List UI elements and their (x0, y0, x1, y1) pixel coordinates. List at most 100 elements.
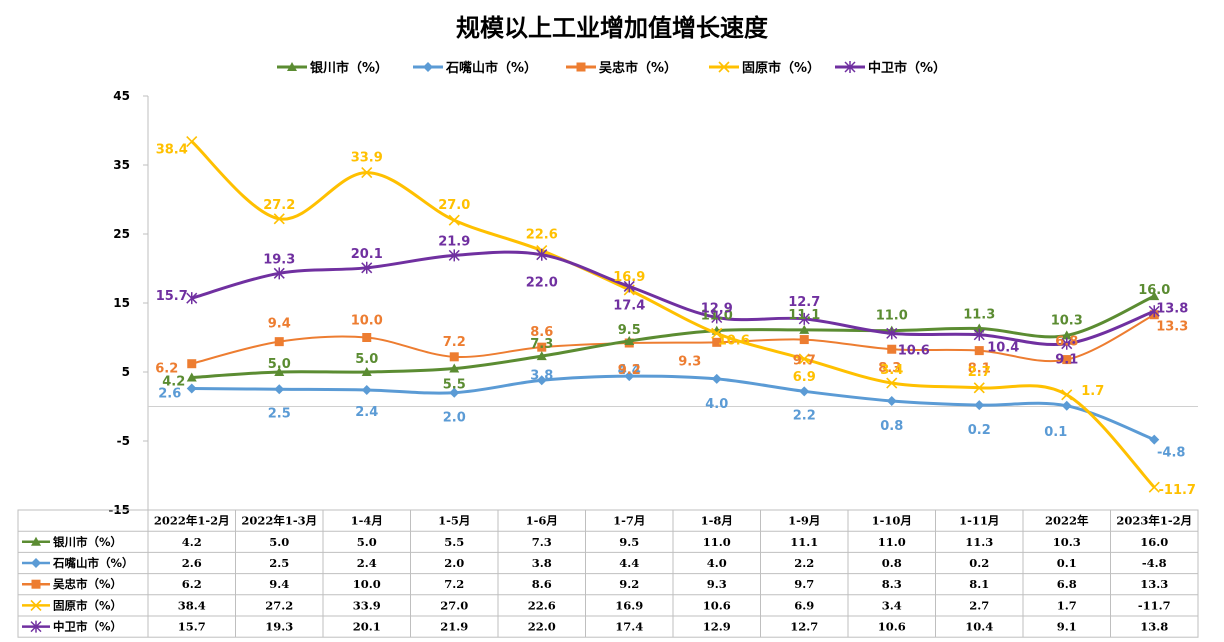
data-point (711, 327, 723, 339)
legend-label: 石嘴山市（%） (445, 60, 537, 76)
data-label: 0.2 (968, 423, 991, 438)
data-label: 22.0 (526, 276, 558, 291)
table-row-name: 吴忠市（%） (53, 577, 122, 591)
table-cell: 22.0 (528, 620, 556, 634)
data-label: 8.6 (530, 325, 553, 340)
data-point (361, 261, 373, 274)
data-label: 11.0 (876, 309, 908, 324)
data-label: 10.4 (987, 341, 1019, 356)
data-point (798, 353, 810, 365)
legend-label: 中卫市（%） (868, 60, 946, 76)
table-legend-marker (31, 579, 41, 589)
table-cell: 3.8 (532, 556, 552, 570)
data-label: 10.6 (898, 343, 930, 358)
data-point (449, 352, 459, 362)
data-label: 6.9 (793, 370, 816, 385)
data-point (536, 248, 548, 261)
category-label: 2022年1-3月 (241, 514, 317, 528)
legend-marker (576, 62, 586, 72)
table-cell: 12.7 (790, 620, 818, 634)
table-cell: 3.4 (882, 598, 902, 612)
data-point (361, 167, 373, 179)
category-label: 1-8月 (701, 514, 733, 528)
category-label: 2022年1-2月 (154, 514, 230, 528)
table-row: 银川市（%） 4.2 5.0 5.0 5.5 7.3 9.5 11.0 11.1 11.0 11.3… (22, 535, 1168, 549)
data-point (536, 351, 547, 361)
data-point (799, 324, 810, 334)
data-table: 2022年1-2月 2022年1-3月 1-4月 1-5月 1-6月 1-7月 1-8月 1-… (17, 509, 1199, 638)
data-point (973, 382, 985, 394)
chart-title: 规模以上工业增加值增长速度 (456, 14, 769, 42)
data-point (712, 337, 722, 347)
table-cell: 10.6 (703, 598, 731, 612)
table-cell: 17.4 (615, 620, 643, 634)
data-point (974, 346, 984, 356)
series-line (191, 313, 1155, 365)
table-cell: 10.3 (1053, 535, 1081, 549)
table-row-name: 石嘴山市（%） (52, 556, 134, 570)
plot-area (186, 135, 1160, 493)
data-label: 2.0 (443, 411, 466, 426)
table-cell: 19.3 (265, 620, 293, 634)
data-point (974, 323, 985, 333)
data-label: 4.4 (618, 363, 641, 378)
table-cell: -4.8 (1142, 556, 1167, 570)
data-label: 15.7 (156, 289, 188, 304)
data-label: 6.2 (155, 362, 178, 377)
data-label: 11.1 (788, 308, 820, 323)
data-label: 13.3 (1156, 320, 1188, 335)
data-point (448, 214, 460, 226)
legend-marker (287, 62, 297, 71)
category-label: 2023年1-2月 (1116, 514, 1192, 528)
data-point (361, 384, 372, 395)
table-cell: 4.4 (619, 556, 639, 570)
table-cell: 6.8 (1057, 577, 1077, 591)
table-cell: 2.5 (269, 556, 289, 570)
data-label: 9.3 (678, 354, 701, 369)
data-point (799, 386, 810, 397)
category-label: 1-11月 (959, 514, 999, 528)
legend-item: 石嘴山市（%） (413, 60, 537, 76)
data-point (1061, 330, 1072, 340)
table-cell: 38.4 (178, 598, 206, 612)
data-label: 38.4 (156, 143, 188, 158)
data-label: 13.8 (1156, 301, 1188, 316)
table-cell: 4.2 (182, 535, 202, 549)
data-point (887, 344, 897, 354)
category-label: 1-7月 (613, 514, 645, 528)
data-point (186, 292, 198, 305)
legend-label: 银川市（%） (310, 60, 388, 76)
table-cell: 27.0 (440, 598, 468, 612)
data-point (1148, 305, 1160, 318)
data-point (711, 373, 722, 384)
data-point (799, 335, 809, 345)
data-point (1061, 389, 1073, 401)
series-2 (186, 371, 1160, 445)
data-point (886, 395, 897, 406)
data-point (623, 280, 635, 293)
table-cell: 2.0 (444, 556, 464, 570)
data-label: 10.0 (351, 314, 383, 329)
legend-marker (423, 62, 433, 72)
table-cell: 0.2 (969, 556, 989, 570)
data-point (274, 337, 284, 347)
data-point (1061, 337, 1073, 350)
data-label: 4.2 (162, 375, 185, 390)
data-point (273, 267, 285, 280)
table-cell: 8.3 (882, 577, 902, 591)
table-cell: 10.0 (353, 577, 381, 591)
table-cell: 5.0 (357, 535, 377, 549)
data-label: 0.8 (880, 419, 903, 434)
data-point (362, 333, 372, 342)
data-label: 33.9 (351, 151, 383, 166)
data-label: 10.3 (1051, 313, 1083, 328)
data-label: 2.7 (968, 365, 991, 380)
table-cell: 2.2 (794, 556, 814, 570)
table-cell: 9.7 (794, 577, 814, 591)
data-label: 16.0 (1138, 283, 1170, 298)
data-label: 2.5 (268, 406, 291, 421)
data-label: 19.3 (263, 252, 295, 267)
data-label: 9.4 (268, 317, 291, 332)
table-cell: 7.2 (444, 577, 464, 591)
table-cell: 12.9 (703, 620, 731, 634)
